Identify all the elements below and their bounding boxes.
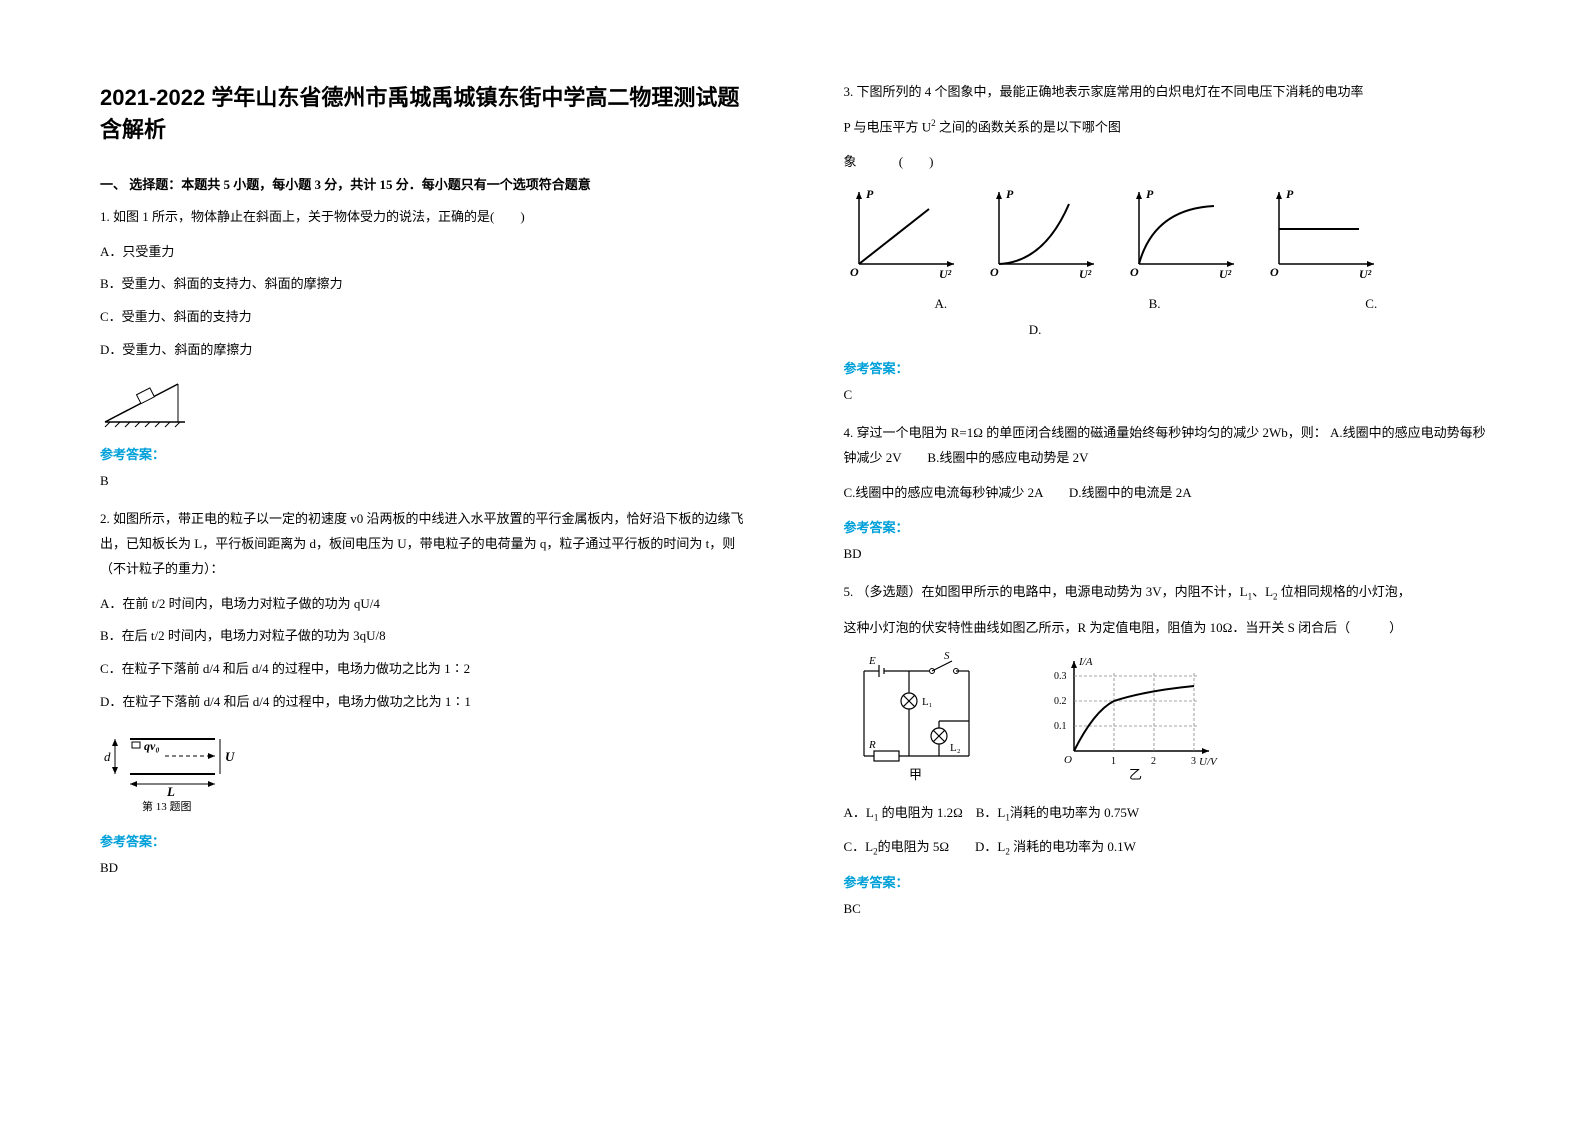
q4-CD: C.线圈中的感应电流每秒钟减少 2A D.线圈中的电流是 2A bbox=[844, 481, 1488, 506]
q3-text-b-1: P 与电压平方 U bbox=[844, 119, 932, 134]
svg-text:2: 2 bbox=[1151, 756, 1156, 767]
q5-C-3: 消耗的电功率为 0.1W bbox=[1013, 839, 1136, 854]
q5-C-1: C．L bbox=[844, 839, 874, 854]
svg-text:I/A: I/A bbox=[1078, 656, 1093, 668]
q5-caption-2: 乙 bbox=[1129, 767, 1142, 782]
svg-text:U/V: U/V bbox=[1199, 756, 1218, 768]
svg-text:d: d bbox=[104, 749, 111, 764]
doc-title: 2021-2022 学年山东省德州市禹城禹城镇东街中学高二物理测试题含解析 bbox=[100, 80, 744, 144]
q4-text-a: 4. 穿过一个电阻为 R=1 bbox=[844, 425, 974, 440]
q5-text-b: 、L bbox=[1252, 584, 1273, 599]
q3-answer-label: 参考答案： bbox=[844, 358, 1488, 377]
q1-A: A．只受重力 bbox=[100, 240, 744, 265]
q5-caption-1: 甲 bbox=[909, 767, 922, 782]
svg-text:U²: U² bbox=[1359, 267, 1372, 279]
svg-text:P: P bbox=[1286, 187, 1294, 201]
q1-B: B．受重力、斜面的支持力、斜面的摩擦力 bbox=[100, 272, 744, 297]
svg-text:L₁: L₁ bbox=[922, 696, 933, 708]
svg-text:O: O bbox=[990, 265, 999, 279]
svg-text:U²: U² bbox=[1219, 267, 1232, 279]
svg-text:3: 3 bbox=[1191, 756, 1196, 767]
q2-text: 2. 如图所示，带正电的粒子以一定的初速度 v0 沿两板的中线进入水平放置的平行… bbox=[100, 507, 744, 581]
q2-B: B．在后 t/2 时间内，电场力对粒子做的功为 3qU/8 bbox=[100, 624, 744, 649]
q1-answer: B bbox=[100, 473, 744, 489]
svg-text:O: O bbox=[1270, 265, 1279, 279]
svg-text:P: P bbox=[866, 187, 874, 201]
svg-text:P: P bbox=[1146, 187, 1154, 201]
q2-answer: BD bbox=[100, 860, 744, 876]
q1-figure-incline bbox=[100, 372, 744, 432]
q2-C: C．在粒子下落前 d/4 和后 d/4 的过程中，电场力做功之比为 1∶2 bbox=[100, 657, 744, 682]
q3-labels: A. B. C. D. bbox=[844, 291, 1488, 343]
q3-chart-4: P O U² bbox=[1264, 184, 1384, 279]
q4-answer-label: 参考答案： bbox=[844, 517, 1488, 536]
q4-answer: BD bbox=[844, 546, 1488, 562]
q2-figure-capacitor: qv₀ d U L 第 13 题图 bbox=[100, 724, 744, 819]
q5-text-d: 这种小灯泡的伏安特性曲线如图乙所示，R 为定值电阻，阻值为 10Ω．当开关 S … bbox=[844, 616, 1488, 641]
q5-circuit: E S L₁ L₂ bbox=[844, 651, 994, 786]
svg-text:0.2: 0.2 bbox=[1054, 696, 1067, 707]
q3-chart-2: P O U² bbox=[984, 184, 1104, 279]
q3-chart-3: P O U² bbox=[1124, 184, 1244, 279]
left-column: 2021-2022 学年山东省德州市禹城禹城镇东街中学高二物理测试题含解析 一、… bbox=[0, 0, 794, 1122]
svg-text:E: E bbox=[868, 655, 876, 667]
q1-C: C．受重力、斜面的支持力 bbox=[100, 305, 744, 330]
q2-answer-label: 参考答案： bbox=[100, 831, 744, 850]
q2-caption: 第 13 题图 bbox=[142, 799, 192, 813]
svg-text:qv₀: qv₀ bbox=[144, 739, 160, 753]
q2-D: D．在粒子下落前 d/4 和后 d/4 的过程中，电场力做功之比为 1∶1 bbox=[100, 690, 744, 715]
q5-CD: C．L2的电阻为 5Ω D．L2 消耗的电功率为 0.1W bbox=[844, 835, 1488, 861]
svg-text:U²: U² bbox=[1079, 267, 1092, 279]
section-heading: 一、 选择题：本题共 5 小题，每小题 3 分，共计 15 分．每小题只有一个选… bbox=[100, 174, 744, 193]
svg-text:0.3: 0.3 bbox=[1054, 671, 1067, 682]
q5-text: 5. （多选题）在如图甲所示的电路中，电源电动势为 3V，内阻不计，L1、L2 … bbox=[844, 580, 1488, 606]
q5-answer-label: 参考答案： bbox=[844, 872, 1488, 891]
q5-A-1: A．L bbox=[844, 805, 874, 820]
q3-text-b: P 与电压平方 U2 之间的函数关系的是以下哪个图 bbox=[844, 115, 1488, 140]
right-column: 3. 下图所列的 4 个图象中，最能正确地表示家庭常用的白炽电灯在不同电压下消耗… bbox=[794, 0, 1587, 1122]
svg-text:L: L bbox=[166, 784, 175, 799]
q5-answer: BC bbox=[844, 901, 1488, 917]
svg-text:L₂: L₂ bbox=[950, 742, 961, 754]
q3-answer: C bbox=[844, 387, 1488, 403]
svg-text:U: U bbox=[225, 749, 235, 764]
q1-D: D．受重力、斜面的摩擦力 bbox=[100, 338, 744, 363]
q2-A: A．在前 t/2 时间内，电场力对粒子做的功为 qU/4 bbox=[100, 592, 744, 617]
svg-text:R: R bbox=[868, 739, 876, 751]
q5-iv-curve: I/A U/V O 0.1 0.2 0.3 1 2 3 乙 bbox=[1044, 651, 1224, 786]
svg-text:1: 1 bbox=[1111, 756, 1116, 767]
q5-text-c: 位相同规格的小灯泡， bbox=[1281, 584, 1411, 599]
q5-figures: E S L₁ L₂ bbox=[844, 651, 1488, 786]
q3-charts: P O U² P O U² P O U² bbox=[844, 184, 1488, 279]
svg-text:O: O bbox=[1130, 265, 1139, 279]
q5-AB: A．L1 的电阻为 1.2Ω B．L1消耗的电功率为 0.75W bbox=[844, 801, 1488, 827]
q3-text-d: 象 ( ) bbox=[844, 150, 1488, 175]
q1-answer-label: 参考答案： bbox=[100, 444, 744, 463]
svg-text:P: P bbox=[1006, 187, 1014, 201]
q5-text-a: 5. （多选题）在如图甲所示的电路中，电源电动势为 3V，内阻不计，L bbox=[844, 584, 1248, 599]
svg-text:O: O bbox=[850, 265, 859, 279]
svg-text:0.1: 0.1 bbox=[1054, 721, 1067, 732]
q3-text-b-2: 之间的函数关系的是以下哪个图 bbox=[939, 119, 1121, 134]
q3-text-a: 3. 下图所列的 4 个图象中，最能正确地表示家庭常用的白炽电灯在不同电压下消耗… bbox=[844, 80, 1488, 105]
svg-text:S: S bbox=[944, 651, 950, 662]
q1-text: 1. 如图 1 所示，物体静止在斜面上，关于物体受力的说法，正确的是( ) bbox=[100, 205, 744, 230]
q3-chart-1: P O U² bbox=[844, 184, 964, 279]
q5-A-2: 的电阻为 1.2Ω B．L bbox=[882, 805, 1006, 820]
q5-A-3: 消耗的电功率为 0.75W bbox=[1010, 805, 1139, 820]
svg-text:U²: U² bbox=[939, 267, 952, 279]
q5-C-2: 的电阻为 5Ω D．L bbox=[878, 839, 1006, 854]
q4-text: 4. 穿过一个电阻为 R=1Ω 的单匝闭合线圈的磁通量始终每秒钟均匀的减少 2W… bbox=[844, 421, 1488, 470]
svg-text:O: O bbox=[1064, 754, 1072, 766]
